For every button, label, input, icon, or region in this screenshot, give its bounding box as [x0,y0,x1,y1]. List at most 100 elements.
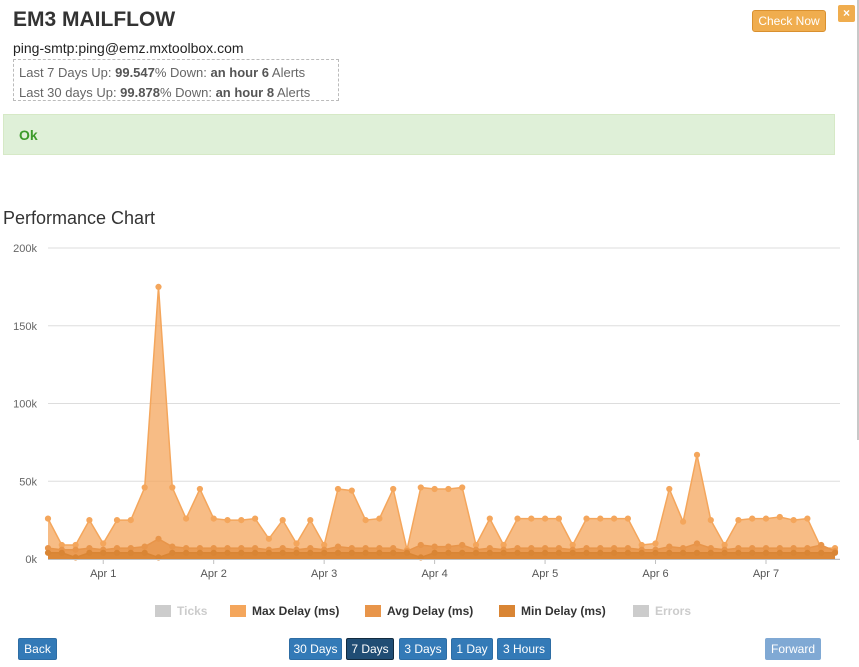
data-point [459,484,466,491]
data-point [749,515,756,522]
check-now-button[interactable]: Check Now [752,10,826,32]
data-point [155,554,162,561]
data-point [666,485,673,493]
data-point [390,549,397,556]
data-point [569,549,576,556]
x-tick-label: Apr 5 [532,568,558,580]
data-point [693,540,701,547]
range-30-days-button[interactable]: 30 Days [289,638,342,660]
data-point [652,549,659,556]
data-point [100,549,107,556]
y-tick-label: 150k [13,321,37,333]
y-tick-label: 0k [25,554,37,566]
uptime-percent: 99.878 [120,85,160,100]
data-point [776,513,783,521]
data-point [459,549,466,556]
legend-item[interactable]: Ticks [177,604,208,618]
series-line-1 [47,537,836,552]
data-point [542,549,549,556]
range-7-days-button[interactable]: 7 Days [346,638,394,660]
data-point [321,549,328,556]
data-point [500,549,507,556]
data-point [307,549,314,556]
series-area-0 [48,286,836,559]
data-point [238,549,245,556]
data-point [707,517,714,524]
chart-series [44,283,839,561]
data-point [362,517,369,524]
chart-legend[interactable]: Ticks Max Delay (ms) Avg Delay (ms) Min Del… [155,604,691,618]
data-point [72,546,79,553]
data-point [403,549,411,556]
data-point [44,515,52,522]
data-point [238,517,245,524]
data-point [735,517,742,524]
close-icon[interactable]: × [838,5,855,22]
legend-swatch[interactable] [230,605,246,617]
data-point [348,549,355,556]
data-point [528,549,535,556]
x-tick-label: Apr 7 [753,568,779,580]
downtime-label: % Down: [154,65,211,80]
data-point [141,549,148,556]
data-point [804,549,811,556]
data-point [265,535,272,542]
data-point [459,541,466,549]
data-point [183,549,190,556]
data-point [127,549,134,556]
data-point [818,549,825,556]
data-point [265,549,272,556]
data-point [486,549,493,556]
downtime-label: % Down: [159,85,216,100]
legend-item[interactable]: Max Delay (ms) [252,604,339,618]
alerts-label: Alerts [274,85,311,100]
data-point [58,549,65,556]
forward-button[interactable]: Forward [765,638,821,660]
data-point [293,540,300,547]
data-point [528,515,535,522]
data-point [749,549,756,556]
data-point [597,515,604,522]
data-point [680,518,687,525]
back-button[interactable]: Back [18,638,57,660]
data-point [666,549,673,556]
data-point [776,549,783,556]
data-point [514,549,521,556]
data-point [334,549,342,556]
data-point [790,549,797,556]
legend-swatch[interactable] [633,605,649,617]
data-point [390,485,397,493]
range-3-days-button[interactable]: 3 Days [399,638,447,660]
x-tick-label: Apr 3 [311,568,337,580]
data-point [693,451,701,458]
range-3-hours-button[interactable]: 3 Hours [497,638,551,660]
scrollbar[interactable] [857,0,859,440]
data-point [44,549,52,556]
data-point [431,549,438,556]
data-point [514,515,521,522]
performance-chart: 0k 50k 100k 150k 200k Apr 1 Apr 2 Apr 3 Apr 4 Apr… [13,243,840,618]
uptime-percent: 99.547 [115,65,155,80]
legend-item[interactable]: Errors [655,604,691,618]
legend-item[interactable]: Avg Delay (ms) [387,604,473,618]
legend-item[interactable]: Min Delay (ms) [521,604,606,618]
data-point [169,484,176,491]
data-point [680,549,687,556]
data-point [417,541,424,549]
data-point [334,543,342,550]
data-point [417,554,424,561]
y-tick-label: 50k [19,476,37,488]
legend-swatch[interactable] [365,605,381,617]
alerts-label: Alerts [269,65,306,80]
legend-swatch[interactable] [155,605,171,617]
data-point [597,549,604,556]
data-point [279,517,286,524]
data-point [155,283,162,290]
legend-swatch[interactable] [499,605,515,617]
y-tick-label: 100k [13,399,37,411]
data-point [141,484,148,491]
data-point [334,485,342,493]
data-point [762,549,770,556]
range-1-day-button[interactable]: 1 Day [451,638,493,660]
data-point [624,515,632,522]
